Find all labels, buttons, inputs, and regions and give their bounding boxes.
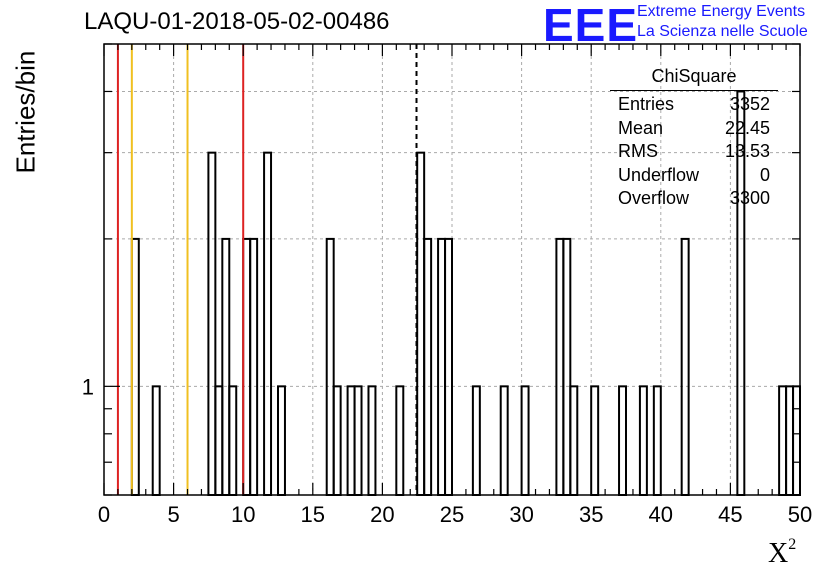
stats-label: Underflow [618, 164, 700, 185]
histogram-bin [652, 385, 662, 497]
histogram-bin [221, 237, 231, 496]
x-tick-label: 5 [167, 502, 179, 527]
stats-label: RMS [618, 141, 658, 161]
x-tick-label: 0 [98, 502, 110, 527]
x-tick-label: 40 [649, 502, 673, 527]
histogram-bin [367, 385, 377, 497]
x-axis-label-sup: 2 [788, 536, 797, 553]
stats-value: 3300 [729, 188, 770, 208]
x-tick-label: 30 [509, 502, 533, 527]
stats-value: 0 [759, 164, 770, 185]
histogram-bin [499, 385, 509, 497]
histogram-bin [520, 385, 530, 497]
histogram-bin [471, 385, 481, 497]
histogram-bin [785, 385, 795, 497]
histogram-bin [395, 385, 405, 497]
logo-subtitle-1: Extreme Energy Events [637, 3, 806, 20]
x-tick-label: 35 [579, 502, 603, 527]
stats-label: Entries [618, 94, 675, 114]
stats-row-overflow: Overflow 3300 [610, 187, 778, 211]
stats-label: Mean [618, 117, 664, 138]
stats-value: 3352 [729, 94, 770, 114]
stats-box: ChiSquare Entries 3352 Mean 22.45 RMS 13.53 Un… [610, 66, 778, 211]
stats-label: Overflow [618, 188, 690, 208]
histogram-bin [778, 385, 788, 497]
x-tick-label: 20 [370, 502, 394, 527]
stats-row-underflow: Underflow 0 [610, 164, 778, 188]
histogram-bin [680, 237, 690, 496]
x-tick-label: 45 [718, 502, 742, 527]
histogram-bin [353, 385, 363, 497]
histogram-bin [242, 237, 252, 496]
logo-subtitle-2: La Scienza nelle Scuole [637, 23, 808, 40]
stats-title: ChiSquare [610, 66, 778, 91]
histogram-bin [332, 385, 342, 497]
histogram-bin [214, 385, 224, 497]
histogram-bin [638, 385, 648, 497]
histogram-bin [325, 237, 335, 496]
histogram-bin [569, 385, 579, 497]
stats-rows: Entries 3352 Mean 22.45 RMS 13.53 Underflow 0 Ov… [610, 93, 778, 211]
histogram-bin [792, 385, 801, 497]
histogram-bin [444, 237, 454, 496]
histogram-bin [228, 385, 238, 497]
stats-row-entries: Entries 3352 [610, 93, 778, 117]
histogram-bin [130, 237, 140, 496]
x-axis-label-base: X [768, 538, 789, 569]
stats-value: 22.45 [724, 117, 770, 138]
stats-value: 13.53 [724, 141, 770, 161]
histogram-bin [562, 237, 572, 496]
histogram-bin [346, 385, 356, 497]
stats-row-rms: RMS 13.53 [610, 140, 778, 164]
x-tick-label: 15 [301, 502, 325, 527]
stats-row-mean: Mean 22.45 [610, 117, 778, 141]
x-tick-label: 25 [440, 502, 464, 527]
chart-title: LAQU-01-2018-05-02-00486 [84, 8, 390, 35]
eee-logo: EEE [543, 0, 639, 51]
histogram-bin [423, 237, 433, 496]
y-tick-label: 1 [82, 374, 94, 399]
histogram-bin [416, 151, 426, 496]
x-tick-label: 50 [788, 502, 812, 527]
x-tick-label: 10 [231, 502, 255, 527]
x-axis-label: X2 [768, 536, 797, 570]
histogram-bin [151, 385, 161, 497]
histogram-bin [277, 385, 286, 497]
histogram-bin [263, 151, 273, 496]
histogram-bin [618, 385, 627, 497]
histogram-bin [437, 237, 447, 496]
histogram-bin [590, 385, 600, 497]
histogram-bin [249, 237, 259, 496]
histogram-bin [207, 151, 217, 496]
histogram-bin [555, 237, 565, 496]
